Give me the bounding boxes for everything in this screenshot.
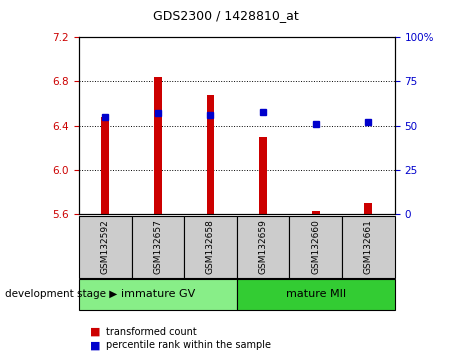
Text: GDS2300 / 1428810_at: GDS2300 / 1428810_at [152,9,299,22]
Text: development stage ▶: development stage ▶ [5,289,117,299]
Text: ■: ■ [90,327,101,337]
Bar [79,216,132,278]
Bar [79,279,237,310]
Text: mature MII: mature MII [285,289,346,299]
Bar [207,95,214,214]
Bar [101,117,109,214]
Text: GSM132657: GSM132657 [153,219,162,274]
Text: GSM132592: GSM132592 [101,219,110,274]
Bar [290,216,342,278]
Bar [259,137,267,214]
Bar [237,279,395,310]
Bar [312,211,320,214]
Text: transformed count: transformed count [106,327,197,337]
Text: percentile rank within the sample: percentile rank within the sample [106,340,271,350]
Bar [364,203,372,214]
Bar [154,77,162,214]
Bar [184,216,237,278]
Text: immature GV: immature GV [121,289,195,299]
Text: GSM132659: GSM132659 [258,219,267,274]
Text: ■: ■ [90,340,101,350]
Text: GSM132660: GSM132660 [311,219,320,274]
Bar [237,216,290,278]
Text: GSM132658: GSM132658 [206,219,215,274]
Bar [132,216,184,278]
Text: GSM132661: GSM132661 [364,219,373,274]
Bar [342,216,395,278]
